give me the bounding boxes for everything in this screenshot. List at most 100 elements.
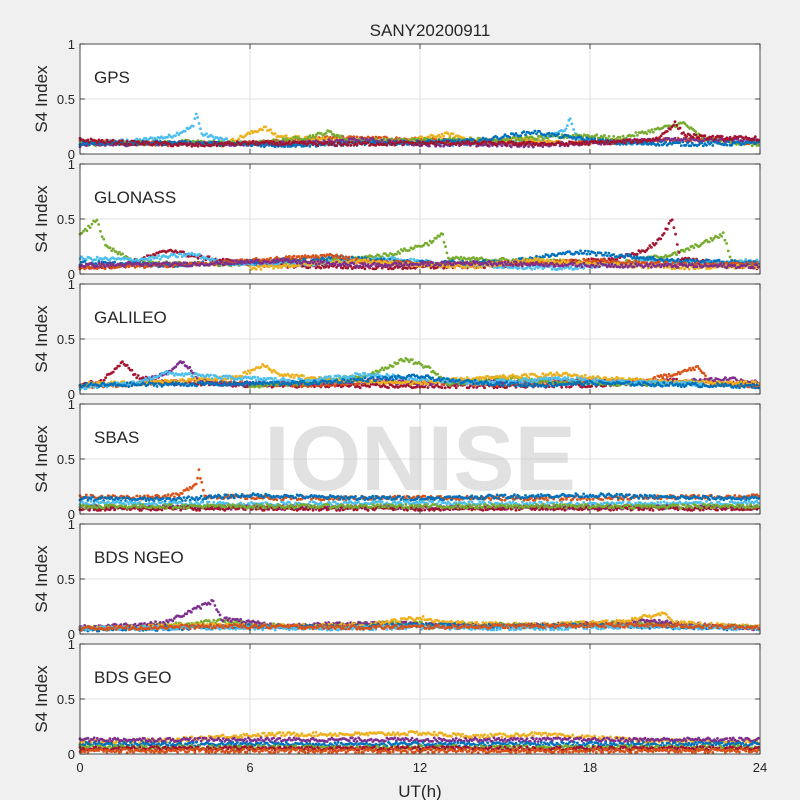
data-point: [110, 267, 113, 270]
data-point: [261, 128, 264, 132]
data-point: [355, 143, 359, 147]
data-point: [653, 138, 657, 142]
data-point: [258, 265, 261, 269]
data-point: [692, 246, 696, 250]
data-point: [587, 249, 590, 253]
data-point: [685, 135, 688, 138]
data-point: [387, 254, 390, 258]
data-point: [248, 265, 252, 268]
data-point: [602, 253, 606, 257]
data-point: [234, 143, 238, 146]
data-point: [632, 134, 636, 138]
data-point: [692, 259, 696, 262]
data-point: [335, 144, 338, 148]
data-point: [530, 267, 534, 271]
data-point: [420, 143, 423, 147]
data-point: [654, 242, 658, 245]
data-point: [694, 130, 698, 134]
data-point: [325, 140, 329, 144]
data-point: [670, 218, 674, 222]
data-point: [350, 141, 354, 144]
data-point: [440, 132, 444, 136]
data-point: [583, 249, 587, 253]
data-point: [182, 250, 186, 254]
data-point: [337, 134, 340, 138]
data-point: [679, 144, 683, 148]
data-point: [580, 142, 584, 146]
data-point: [603, 134, 606, 137]
data-point: [254, 140, 258, 144]
data-point: [196, 256, 200, 260]
data-point: [349, 143, 353, 147]
data-point: [269, 128, 272, 132]
data-point: [607, 135, 611, 138]
data-point: [700, 141, 704, 145]
data-point: [398, 252, 402, 255]
data-point: [664, 140, 667, 144]
data-point: [677, 251, 681, 254]
data-point: [427, 243, 430, 247]
data-point: [406, 267, 409, 270]
data-point: [568, 117, 572, 121]
data-point: [438, 234, 441, 238]
data-point: [753, 142, 757, 146]
data-point: [593, 251, 597, 255]
data-point: [199, 127, 202, 131]
data-point: [524, 133, 527, 137]
data-point: [557, 132, 560, 136]
data-point: [566, 144, 570, 148]
data-point: [646, 258, 650, 261]
data-point: [317, 256, 321, 260]
data-point: [684, 143, 688, 147]
data-point: [686, 141, 689, 145]
data-point: [129, 142, 132, 146]
data-point: [205, 132, 208, 136]
data-point: [167, 133, 171, 137]
data-point: [571, 133, 575, 137]
data-point: [254, 267, 258, 271]
data-point: [659, 134, 663, 138]
data-point: [212, 258, 216, 261]
data-point: [675, 123, 679, 127]
data-point: [401, 249, 405, 253]
data-point: [150, 136, 154, 140]
data-point: [292, 254, 296, 258]
data-point: [221, 144, 225, 148]
data-point: [102, 237, 106, 241]
data-point: [650, 246, 653, 249]
data-point: [147, 255, 151, 259]
data-point: [338, 141, 342, 145]
data-point: [448, 134, 452, 138]
data-point: [694, 133, 698, 137]
data-point: [311, 133, 315, 137]
chart-title: SANY20200911: [370, 21, 491, 40]
data-point: [727, 140, 730, 144]
data-point: [636, 141, 640, 145]
data-point: [183, 129, 187, 133]
data-point: [717, 258, 721, 262]
data-point: [158, 257, 162, 261]
data-point: [111, 138, 115, 142]
data-point: [248, 132, 252, 136]
data-point: [646, 247, 650, 250]
data-point: [99, 229, 102, 233]
data-point: [121, 139, 124, 143]
data-point: [214, 141, 217, 144]
data-point: [585, 140, 589, 144]
data-point: [207, 255, 211, 258]
data-point: [220, 137, 224, 141]
series-points: [78, 112, 760, 149]
data-point: [196, 144, 200, 148]
data-point: [177, 133, 181, 137]
data-point: [111, 247, 115, 251]
data-point: [335, 253, 338, 257]
data-point: [511, 140, 515, 144]
y-tick-label: 1: [68, 37, 75, 52]
data-point: [538, 130, 541, 133]
data-point: [341, 266, 345, 270]
data-point: [669, 127, 672, 131]
data-point: [675, 253, 678, 257]
data-point: [355, 135, 359, 139]
